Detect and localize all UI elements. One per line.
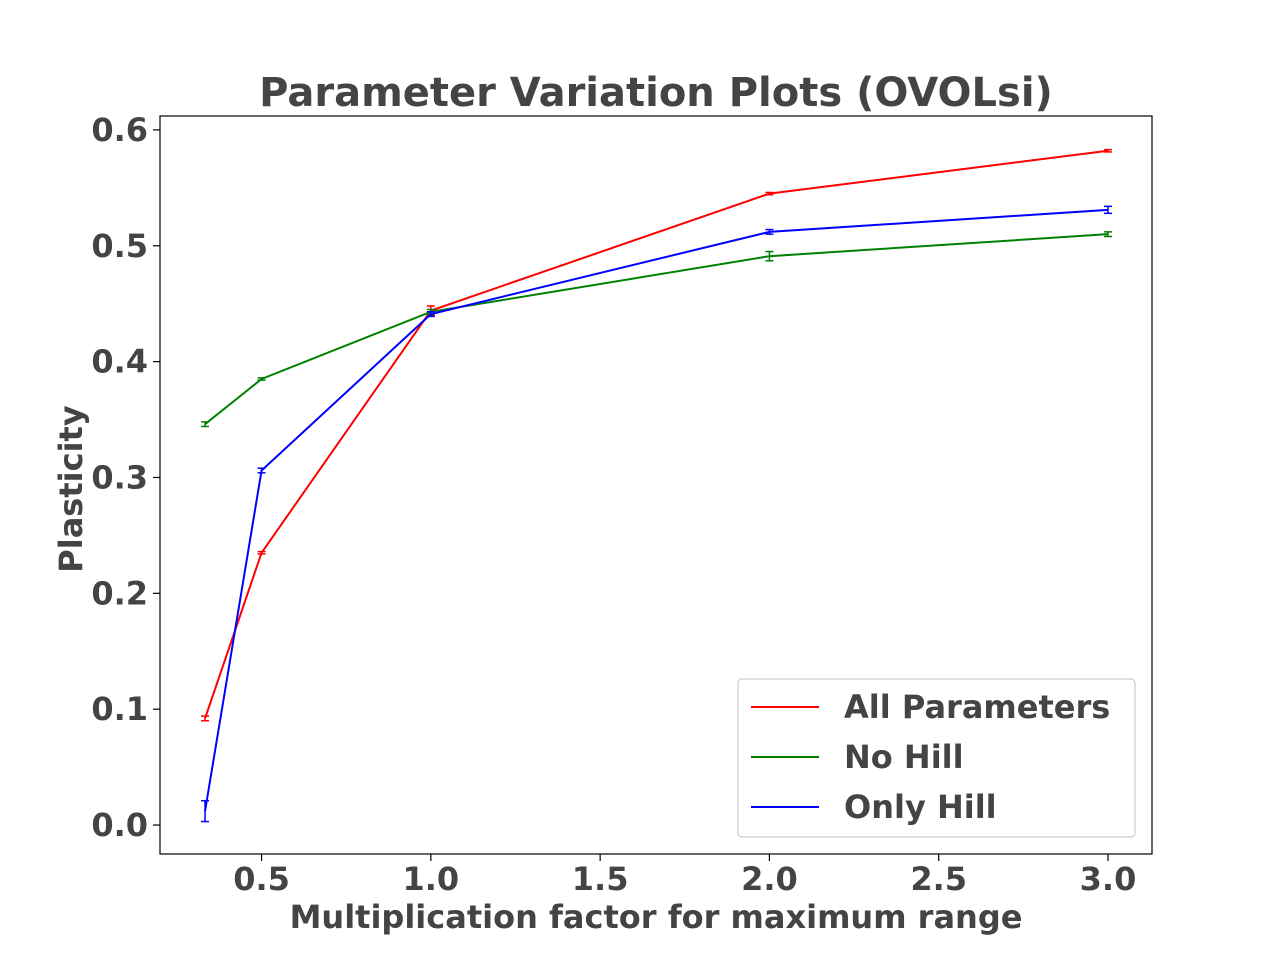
legend-box bbox=[737, 678, 1136, 838]
x-axis: 0.5 1.0 1.5 2.0 2.5 3.0 bbox=[233, 854, 1136, 898]
legend-label: Only Hill bbox=[844, 788, 997, 826]
y-tick-label: 0.0 bbox=[91, 806, 148, 844]
x-tick-label: 1.5 bbox=[572, 860, 629, 898]
x-tick-label: 2.0 bbox=[741, 860, 798, 898]
y-tick-label: 0.1 bbox=[91, 690, 148, 728]
y-tick-label: 0.2 bbox=[91, 574, 148, 612]
error-bar bbox=[201, 715, 210, 722]
legend-label: All Parameters bbox=[844, 688, 1110, 726]
error-bar bbox=[426, 311, 435, 318]
error-bar bbox=[765, 228, 774, 235]
error-bar bbox=[257, 377, 266, 381]
y-axis: 0.0 0.1 0.2 0.3 0.4 0.5 0.6 bbox=[91, 111, 160, 844]
series-only-hill bbox=[201, 205, 1112, 823]
error-bar bbox=[765, 191, 774, 196]
error-bar bbox=[201, 421, 210, 428]
x-tick-label: 3.0 bbox=[1080, 860, 1137, 898]
legend-entry-only-hill: Only Hill bbox=[751, 788, 997, 826]
error-bar bbox=[765, 250, 774, 262]
legend-label: No Hill bbox=[844, 738, 964, 776]
series-layer bbox=[201, 148, 1112, 823]
x-tick-label: 0.5 bbox=[233, 860, 290, 898]
chart-title: Parameter Variation Plots (OVOLsi) bbox=[259, 70, 1053, 116]
y-tick-label: 0.4 bbox=[91, 343, 148, 381]
error-bar bbox=[1103, 148, 1112, 153]
x-tick-label: 2.5 bbox=[910, 860, 967, 898]
error-bar bbox=[257, 550, 266, 555]
error-bar bbox=[201, 799, 210, 823]
legend-entry-no-hill: No Hill bbox=[751, 738, 964, 776]
legend: All Parameters No Hill Only Hill bbox=[737, 678, 1136, 838]
x-axis-label: Multiplication factor for maximum range bbox=[290, 898, 1023, 936]
y-axis-label: Plasticity bbox=[52, 405, 90, 573]
error-bar bbox=[1103, 205, 1112, 215]
error-bar bbox=[257, 467, 266, 474]
y-tick-label: 0.3 bbox=[91, 458, 148, 496]
y-tick-label: 0.5 bbox=[91, 227, 148, 265]
error-bar bbox=[1103, 231, 1112, 238]
y-tick-label: 0.6 bbox=[91, 111, 148, 149]
legend-entry-all-parameters: All Parameters bbox=[751, 688, 1110, 726]
x-tick-label: 1.0 bbox=[403, 860, 460, 898]
